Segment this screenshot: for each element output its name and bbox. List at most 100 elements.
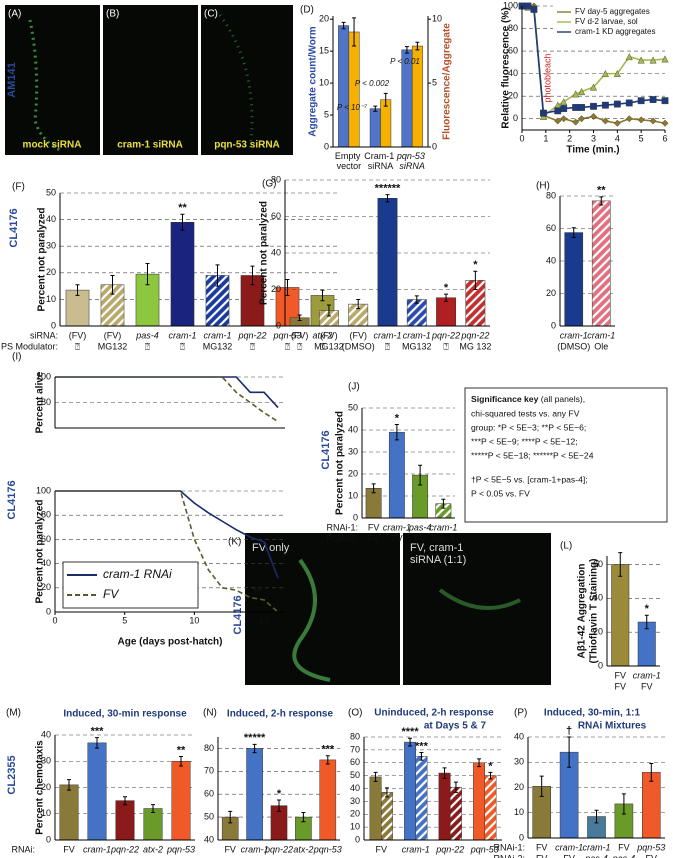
error-bar xyxy=(567,736,572,768)
y-tick-label: 80 xyxy=(271,174,281,184)
y-tick-label: 70 xyxy=(350,744,360,754)
x-tick-label: Ole xyxy=(594,341,608,351)
x-tick-label: pqn-53 xyxy=(313,844,342,854)
series-line xyxy=(55,490,279,613)
x-tick-label: (FV) xyxy=(349,330,367,340)
y-tick-label: 15 xyxy=(319,46,329,56)
caption: FV, cram-1 siRNA (1:1) xyxy=(410,542,466,566)
caption: pqn-53 siRNA xyxy=(214,140,280,151)
x-axis-label: Time (min.) xyxy=(566,145,619,156)
error-bar xyxy=(394,424,399,441)
x-tick-label: FV xyxy=(618,842,630,852)
significance: * xyxy=(277,788,282,800)
error-bar xyxy=(384,787,389,798)
bar xyxy=(473,762,485,841)
error-bar xyxy=(179,756,183,767)
key-line: chi-squared tests vs. any FV xyxy=(471,408,580,418)
x-tick-label: 5 xyxy=(122,615,127,625)
error-bar xyxy=(356,299,361,310)
error-bar xyxy=(228,810,233,824)
significance: * xyxy=(488,760,493,772)
significance: * xyxy=(444,282,449,294)
bar xyxy=(436,297,456,327)
x-tick-label: FV xyxy=(536,853,548,858)
legend-box xyxy=(553,4,665,40)
text-line: pqn-53 xyxy=(396,151,428,161)
y-tick-label: 80 xyxy=(41,397,51,407)
marker xyxy=(589,83,598,91)
x-tick-label: (FV) xyxy=(320,330,338,340)
y-tick-label: 0 xyxy=(46,834,51,844)
micrograph xyxy=(201,5,293,155)
text-line: siRNA xyxy=(399,161,425,171)
bar xyxy=(381,792,393,841)
x-tick-label: (FV) xyxy=(291,330,309,340)
y2-tick-label: 0 xyxy=(432,141,437,151)
error-bar xyxy=(373,105,378,112)
bar xyxy=(170,222,195,327)
marker xyxy=(554,107,562,115)
y-tick-label: 100 xyxy=(503,0,518,10)
x-tick-label: cram-1 xyxy=(582,842,610,852)
x-tick-label: MG132 xyxy=(402,341,432,351)
text-line: Empty xyxy=(335,151,363,161)
y-tick-label: 40 xyxy=(204,834,214,844)
y-tick-label: 40 xyxy=(350,783,360,793)
x-tick-label: cram-1 xyxy=(587,330,615,340)
y-tick-label: 0 xyxy=(598,660,603,670)
annotation: ** xyxy=(254,586,263,598)
marker xyxy=(613,69,621,78)
error-bar xyxy=(145,262,150,286)
y-tick-label: 0 xyxy=(324,141,329,151)
error-bar xyxy=(373,771,378,782)
marker xyxy=(578,104,585,111)
p-value: P < 0.002 xyxy=(355,79,390,88)
key-line: group: *P < 5E−3; **P < 5E−6; xyxy=(471,422,586,432)
y-tick-label: 30 xyxy=(41,756,51,766)
x-tick-label: 0 xyxy=(52,615,57,625)
y2-tick-label: 10 xyxy=(432,14,442,24)
y-tick-label: 30 xyxy=(46,241,56,251)
x-tick-label: atx-2 xyxy=(293,844,313,854)
marker xyxy=(661,55,669,63)
x-tick-label: FV xyxy=(414,533,426,543)
error-bar xyxy=(341,21,346,30)
y-tick-label: 60 xyxy=(204,789,214,799)
marker xyxy=(637,56,645,64)
y-tick-label: 100 xyxy=(36,371,51,381)
bar xyxy=(642,772,661,839)
marker xyxy=(578,115,586,123)
x-tick-label: pas-4 xyxy=(431,533,455,543)
y-tick-label: 80 xyxy=(41,510,51,520)
error-bar xyxy=(477,758,482,768)
y-tick-label: 20 xyxy=(514,782,524,792)
error-bar xyxy=(618,552,623,577)
y-tick-label: 10 xyxy=(514,807,524,817)
key-line: *****P < 5E−18; ******P < 5E−24 xyxy=(471,450,594,460)
x-tick-label: (FV) xyxy=(104,330,122,340)
strain-label: AM141 xyxy=(6,62,18,97)
y-tick-label: 40 xyxy=(514,731,524,741)
significance: * xyxy=(395,412,400,424)
x-tick-label: 6 xyxy=(662,133,667,143)
strain-label: CL4176 xyxy=(320,430,332,469)
x-tick-label: pas-4 xyxy=(135,330,159,340)
x-tick-label: FV xyxy=(536,842,548,852)
x-tick-label: ⍰ xyxy=(385,341,391,351)
x-tick-label: MG132 xyxy=(203,341,233,351)
panel-label: (L) xyxy=(560,541,572,552)
bar xyxy=(380,99,392,148)
y-tick-label: 80 xyxy=(204,743,214,753)
panel-label: (I) xyxy=(12,352,21,363)
y-tick-label: 0 xyxy=(519,832,524,842)
error-bar xyxy=(277,799,281,812)
error-bar xyxy=(180,213,185,231)
x-tick-label: (FV) xyxy=(69,330,87,340)
y-axis-label: Percent chemotaxis xyxy=(35,740,46,835)
significance: ** xyxy=(178,202,187,214)
bar xyxy=(564,232,584,327)
x-tick-label: cram-1 xyxy=(373,330,401,340)
x-tick-label: 0 xyxy=(519,133,524,143)
error-bar xyxy=(415,41,420,51)
x-tick-label: pas-4 xyxy=(408,522,432,532)
